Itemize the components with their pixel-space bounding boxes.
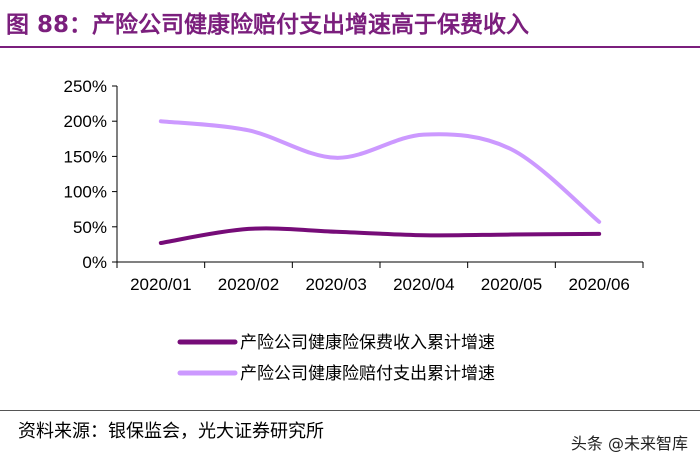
watermark: 头条 @未来智库 — [570, 434, 688, 453]
x-tick-label: 2020/04 — [393, 275, 454, 294]
y-tick-label: 0% — [82, 253, 107, 272]
x-tick-label: 2020/06 — [568, 275, 629, 294]
series-line-1 — [158, 226, 602, 245]
y-tick-label: 250% — [64, 77, 107, 96]
title-bar: 图 88：产险公司健康险赔付支出增速高于保费收入 — [0, 0, 700, 44]
title-divider — [0, 46, 700, 48]
source-divider — [0, 410, 700, 411]
y-tick-label: 200% — [64, 112, 107, 131]
series-lines — [158, 119, 602, 245]
x-tick-label: 2020/01 — [130, 275, 191, 294]
y-axis: 0% 50% 100% 150% 200% 250% — [64, 77, 118, 272]
x-axis: 2020/01 2020/02 2020/03 2020/04 2020/05 2020/… — [116, 261, 644, 294]
series-line-2 — [158, 119, 602, 224]
legend-label-1: 产险公司健康险保费收入累计增速 — [240, 333, 495, 353]
y-tick-label: 100% — [64, 183, 107, 202]
x-tick-label: 2020/02 — [218, 275, 279, 294]
y-tick-label: 50% — [73, 218, 107, 237]
y-tick-label: 150% — [64, 147, 107, 166]
line-chart: 0%50%100%150%200%250% 2020/01 2020/02 2020… — [64, 77, 644, 384]
legend-label-2: 产险公司健康险赔付支出累计增速 — [240, 364, 495, 384]
x-tick-label: 2020/03 — [305, 275, 366, 294]
figure-title: 图 88：产险公司健康险赔付支出增速高于保费收入 — [6, 12, 530, 38]
x-tick-label: 2020/05 — [481, 275, 542, 294]
source-note: 资料来源：银保监会，光大证券研究所 — [18, 421, 324, 442]
